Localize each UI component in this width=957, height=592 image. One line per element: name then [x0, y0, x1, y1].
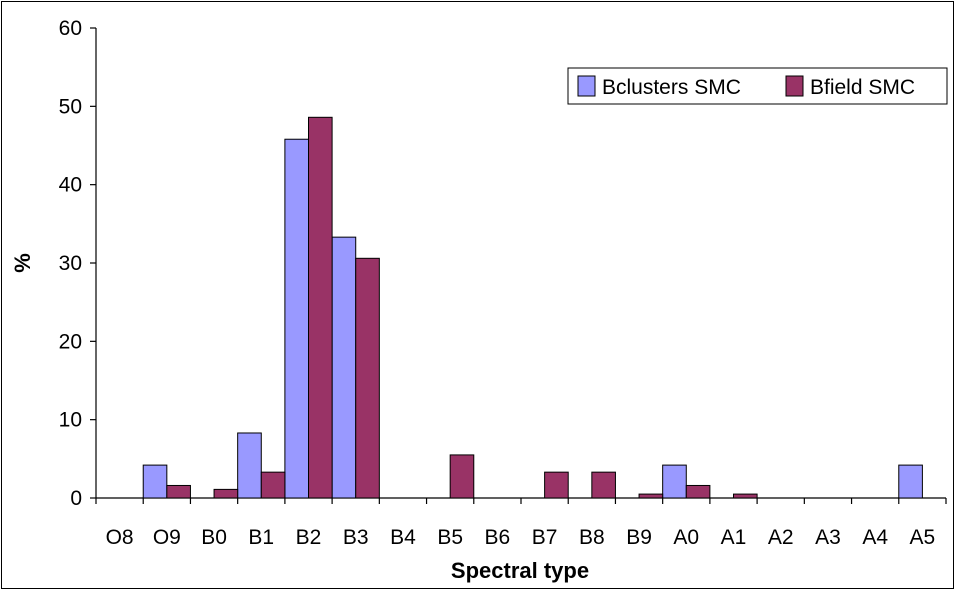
bar-bfield-b5 — [449, 454, 475, 499]
x-tick-labels: O8 O9 B0 B1 B2 B3 B4 B5 B6 B7 B8 B9 A0 A1 A2 A3 A4 A5 — [106, 526, 936, 549]
y-axis-title: % — [10, 253, 35, 273]
y-tick-label: 40 — [59, 174, 82, 197]
legend-swatch — [577, 75, 596, 97]
x-tick-label: A2 — [768, 526, 794, 549]
bar-bclusters-b3 — [331, 236, 357, 499]
x-tick-label: B0 — [201, 526, 227, 549]
y-tick-label: 20 — [59, 330, 82, 353]
bar-bclusters-b1 — [237, 432, 262, 499]
y-tick-label: 10 — [59, 409, 82, 432]
y-tick-label: 30 — [59, 252, 82, 275]
legend-box — [567, 67, 948, 105]
x-tick-label: B2 — [296, 526, 322, 549]
x-tick-label: A5 — [910, 526, 936, 549]
x-tick-label: B9 — [626, 526, 652, 549]
bar-bfield-b9 — [638, 493, 664, 499]
bar-bfield-a0 — [685, 484, 711, 499]
bar-bfield-b8 — [591, 471, 616, 499]
x-tick-label: A3 — [815, 526, 841, 549]
legend-label: Bfield SMC — [810, 76, 915, 99]
legend-swatch — [785, 75, 804, 97]
x-tick-label: A4 — [862, 526, 888, 549]
bar-bclusters-a5 — [898, 464, 923, 499]
bar-bfield-a1 — [733, 493, 758, 499]
legend-label: Bclusters SMC — [602, 76, 741, 99]
bar-bclusters-b2 — [284, 138, 309, 499]
x-tick-label: A1 — [721, 526, 747, 549]
y-tick-label: 0 — [70, 487, 82, 510]
x-tick-label: A0 — [673, 526, 699, 549]
x-tick-label: O9 — [153, 526, 181, 549]
bar-bfield-b2 — [308, 116, 333, 499]
legend: Bclusters SMC Bfield SMC — [567, 67, 948, 105]
x-axis-title: Spectral type — [451, 558, 589, 583]
y-tick-label: 50 — [59, 95, 82, 118]
bar-bfield-b7 — [544, 471, 569, 499]
x-tick-label: B3 — [343, 526, 369, 549]
bar-bfield-b0 — [213, 488, 239, 499]
x-tick-label: B8 — [579, 526, 605, 549]
x-tick-label: B5 — [437, 526, 463, 549]
x-tick-label: B4 — [390, 526, 416, 549]
bar-bfield-b3 — [355, 257, 380, 499]
x-tick-label: B6 — [485, 526, 511, 549]
x-tick-label: B7 — [532, 526, 558, 549]
y-tick-labels: 0 10 20 30 40 50 60 — [59, 17, 82, 510]
x-tick-label: O8 — [106, 526, 134, 549]
bar-bclusters-a0 — [662, 464, 687, 499]
bar-bclusters-o9 — [142, 464, 168, 499]
x-tick-label: B1 — [248, 526, 274, 549]
y-tick-label: 60 — [59, 17, 82, 40]
bars — [142, 116, 923, 499]
bar-bfield-b1 — [260, 471, 286, 499]
bar-bfield-o9 — [166, 484, 191, 499]
